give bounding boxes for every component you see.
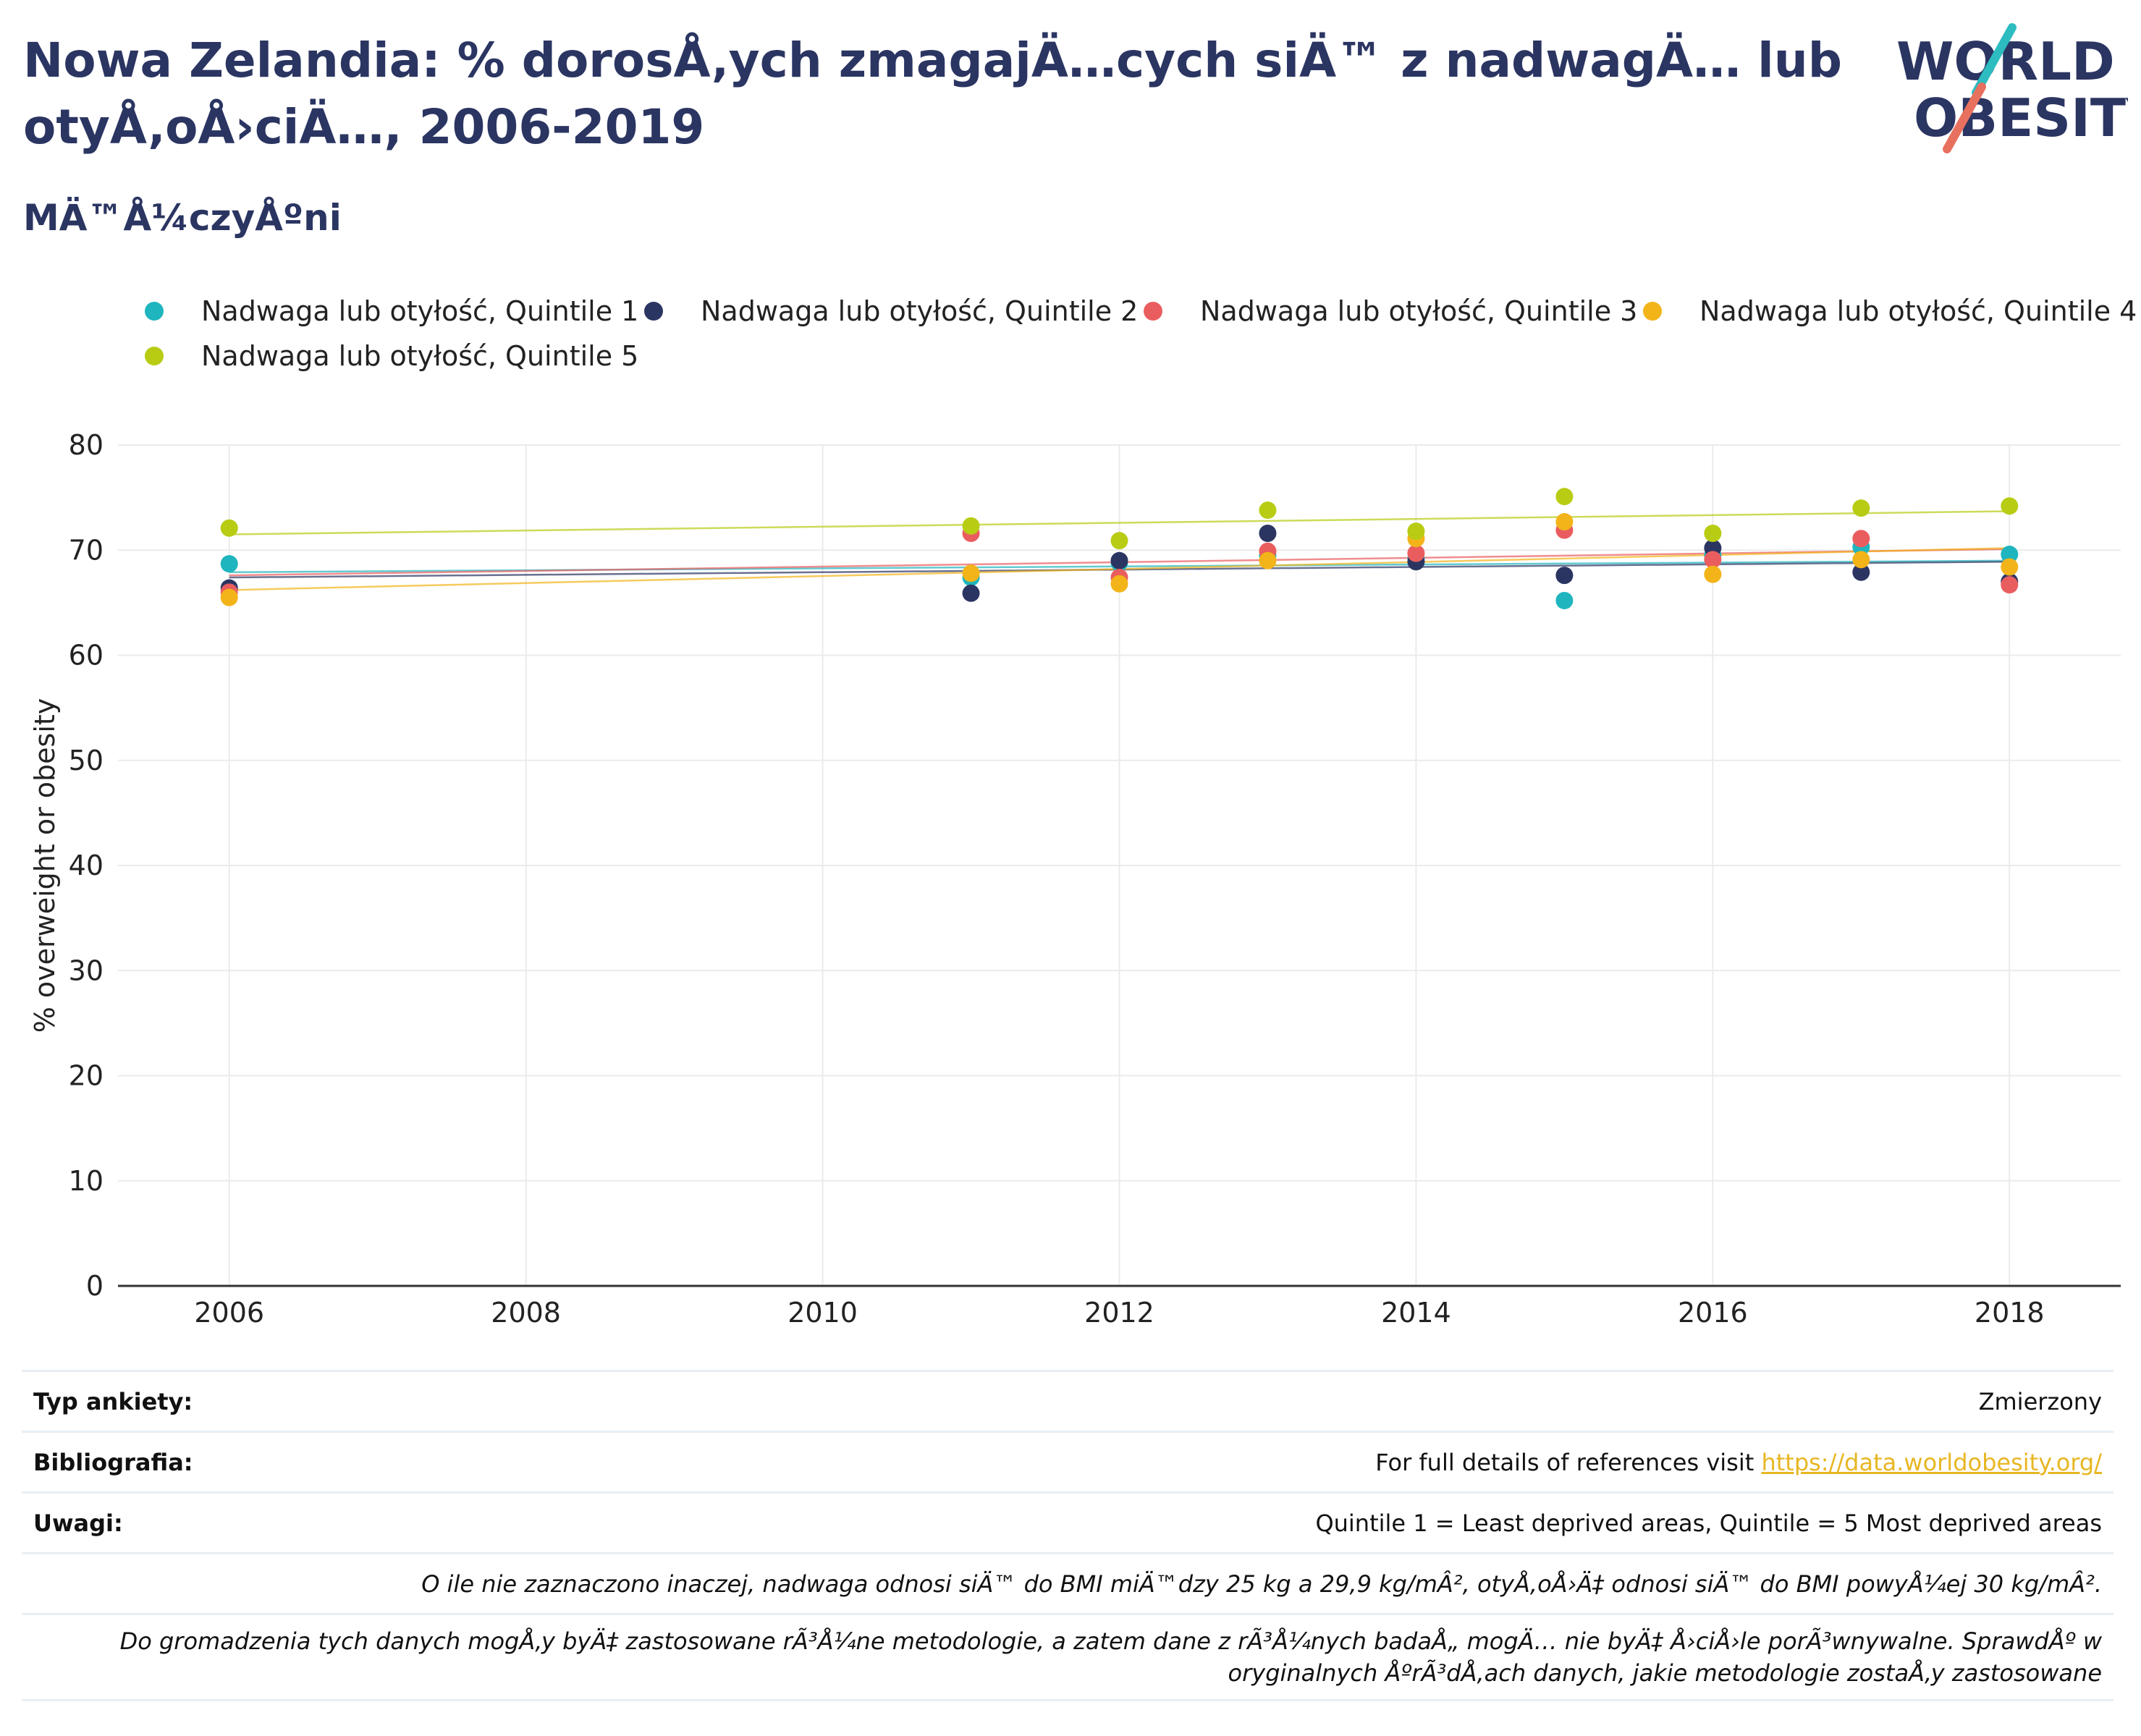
data-point-quintile-1 xyxy=(220,555,238,573)
y-tick-label: 0 xyxy=(86,1270,104,1302)
survey-type-label: Typ ankiety: xyxy=(33,1387,193,1415)
x-tick-label: 2018 xyxy=(1975,1297,2045,1329)
data-point-quintile-2 xyxy=(962,584,980,602)
y-tick-label: 20 xyxy=(69,1060,104,1092)
bibliography-value: For full details of references visit htt… xyxy=(1375,1449,2102,1476)
bibliography-row: Bibliografia: For full details of refere… xyxy=(22,1431,2113,1491)
y-tick-label: 30 xyxy=(69,954,104,986)
logo-text-obesity: OBESITY xyxy=(1914,88,2128,148)
data-point-quintile-5 xyxy=(1110,532,1128,550)
y-tick-label: 70 xyxy=(69,534,104,566)
info-table: Typ ankiety: Zmierzony Bibliografia: For… xyxy=(22,1370,2113,1701)
data-point-quintile-5 xyxy=(962,517,980,535)
data-point-quintile-4 xyxy=(1852,551,1870,569)
data-point-quintile-4 xyxy=(1259,551,1277,570)
x-tick-label: 2012 xyxy=(1084,1297,1154,1329)
methods-note: Do gromadzenia tych danych mogÅ‚y byÄ‡ z… xyxy=(119,1627,2102,1687)
data-point-quintile-5 xyxy=(1704,525,1722,543)
legend-item-quintile-4[interactable]: Nadwaga lub otyłość, Quintile 4 xyxy=(1643,289,2137,333)
notes-label: Uwagi: xyxy=(33,1509,123,1537)
bmi-note-row: O ile nie zaznaczono inaczej, nadwaga od… xyxy=(22,1552,2113,1613)
scatter-chart: 0 10 20 30 40 50 60 70 80 2006 2008 2010 2012 2014 201… xyxy=(29,429,2121,1329)
data-point-quintile-4 xyxy=(1555,513,1574,531)
trendline-quintile-5 xyxy=(229,510,2010,535)
chart-subtitle: MÄ™Å¼czyÅºni xyxy=(23,197,342,239)
legend-label: Nadwaga lub otyłość, Quintile 4 xyxy=(1699,295,2137,327)
data-point-quintile-5 xyxy=(1852,499,1870,517)
data-point-quintile-3 xyxy=(1852,530,1870,548)
data-point-quintile-2 xyxy=(1555,567,1574,585)
notes-value: Quintile 1 = Least deprived areas, Quint… xyxy=(1315,1509,2102,1537)
bibliography-text: For full details of references visit xyxy=(1375,1448,1762,1476)
data-point-quintile-2 xyxy=(1259,525,1277,543)
legend-item-quintile-1[interactable]: Nadwaga lub otyłość, Quintile 1 xyxy=(145,289,638,333)
legend-marker xyxy=(145,347,164,365)
data-point-quintile-4 xyxy=(220,588,238,606)
legend-marker xyxy=(1144,302,1162,321)
legend-label: Nadwaga lub otyłość, Quintile 2 xyxy=(701,295,1139,327)
legend-item-quintile-2[interactable]: Nadwaga lub otyłość, Quintile 2 xyxy=(644,289,1138,333)
bmi-note: O ile nie zaznaczono inaczej, nadwaga od… xyxy=(421,1570,2102,1598)
legend-marker xyxy=(1643,302,1662,321)
legend-label: Nadwaga lub otyłość, Quintile 1 xyxy=(201,295,639,327)
legend-label: Nadwaga lub otyłość, Quintile 3 xyxy=(1200,295,1638,327)
x-tick-label: 2016 xyxy=(1678,1297,1748,1329)
survey-type-row: Typ ankiety: Zmierzony xyxy=(22,1370,2113,1431)
y-tick-label: 60 xyxy=(69,640,104,672)
legend-item-quintile-5[interactable]: Nadwaga lub otyłość, Quintile 5 xyxy=(145,334,638,378)
data-point-quintile-4 xyxy=(1704,565,1722,583)
x-tick-label: 2006 xyxy=(194,1297,264,1329)
y-tick-label: 10 xyxy=(69,1165,104,1197)
data-point-quintile-3 xyxy=(1704,551,1722,569)
legend-marker xyxy=(644,302,663,321)
legend-marker xyxy=(145,302,164,321)
data-point-quintile-4 xyxy=(1110,575,1128,593)
data-point-quintile-1 xyxy=(2001,546,2019,564)
notes-row: Uwagi: Quintile 1 = Least deprived areas… xyxy=(22,1491,2113,1552)
data-point-quintile-5 xyxy=(1407,522,1425,541)
legend-label: Nadwaga lub otyłość, Quintile 5 xyxy=(201,340,639,372)
world-obesity-logo: WORLD OBESITY xyxy=(1896,23,2128,153)
chart-title: Nowa Zelandia: % dorosÅ‚ych zmagajÄ…cych… xyxy=(23,33,1842,155)
data-point-quintile-2 xyxy=(1852,563,1870,581)
y-axis-label: % overweight or obesity xyxy=(29,698,61,1033)
bibliography-link[interactable]: https://data.worldobesity.org/ xyxy=(1761,1448,2102,1476)
data-point-quintile-4 xyxy=(2001,558,2019,576)
data-point-quintile-5 xyxy=(2001,497,2019,515)
logo-slash-coral xyxy=(1943,82,1986,153)
data-point-quintile-3 xyxy=(1407,544,1425,562)
data-point-quintile-1 xyxy=(1555,591,1574,609)
legend-item-quintile-3[interactable]: Nadwaga lub otyłość, Quintile 3 xyxy=(1144,289,1637,333)
data-point-quintile-5 xyxy=(220,519,238,537)
data-point-quintile-4 xyxy=(962,564,980,583)
x-tick-label: 2010 xyxy=(787,1297,858,1329)
survey-type-value: Zmierzony xyxy=(1978,1387,2102,1415)
y-tick-label: 50 xyxy=(69,745,104,776)
data-point-quintile-3 xyxy=(2001,576,2019,594)
x-tick-label: 2008 xyxy=(491,1297,561,1329)
y-tick-label: 80 xyxy=(69,429,104,461)
x-tick-label: 2014 xyxy=(1381,1297,1451,1329)
bibliography-label: Bibliografia: xyxy=(33,1448,193,1476)
methods-note-row: Do gromadzenia tych danych mogÅ‚y byÄ‡ z… xyxy=(22,1613,2113,1701)
y-tick-label: 40 xyxy=(69,850,104,881)
data-point-quintile-5 xyxy=(1555,488,1574,506)
logo-slash-teal xyxy=(1972,23,2017,97)
data-point-quintile-2 xyxy=(1110,551,1128,570)
data-point-quintile-5 xyxy=(1259,501,1277,520)
